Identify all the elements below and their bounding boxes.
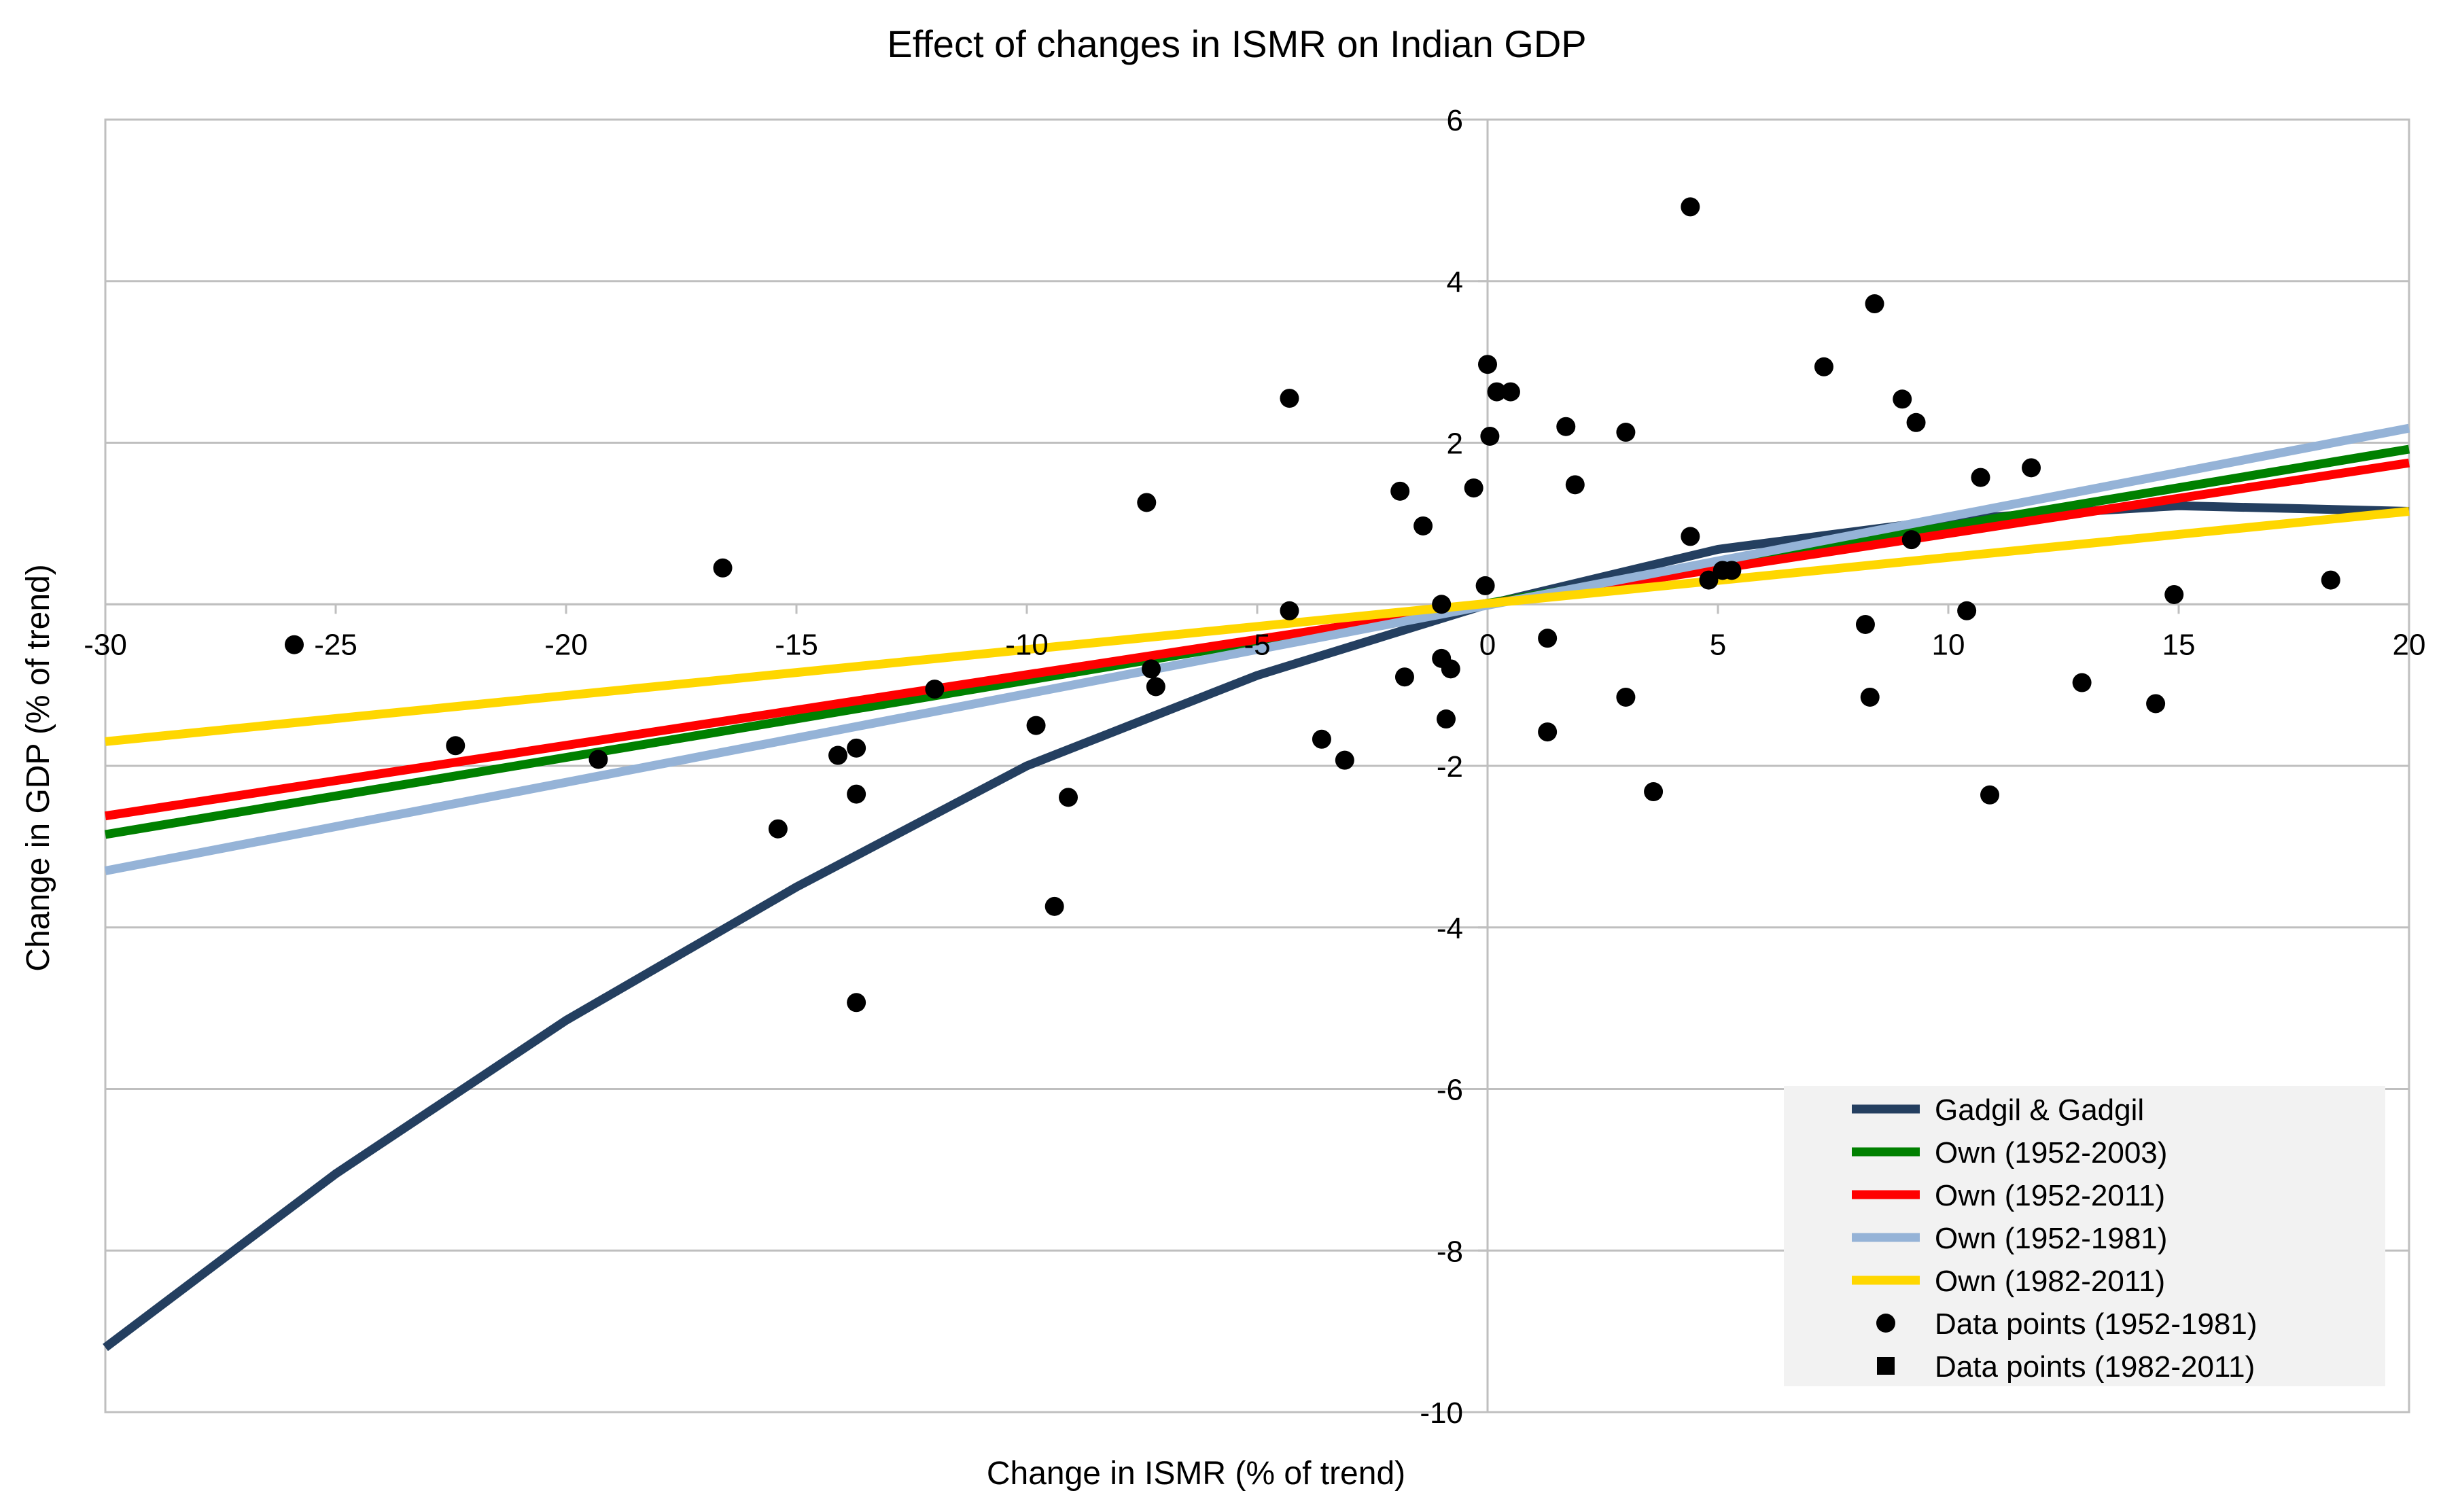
- series-line: [105, 507, 2410, 746]
- data-point: [1865, 294, 1884, 314]
- data-point: [1699, 570, 1719, 590]
- data-point: [1394, 667, 1414, 687]
- legend-label: Data points (1982-2011): [1935, 1350, 2255, 1384]
- data-point: [284, 635, 304, 654]
- x-tick-label: -5: [1244, 628, 1270, 661]
- data-point: [1044, 896, 1064, 916]
- legend-label: Data points (1952-1981): [1935, 1307, 2258, 1341]
- data-point: [1487, 382, 1507, 402]
- data-point: [1390, 481, 1410, 501]
- data-point: [847, 738, 866, 758]
- data-point: [1971, 468, 1990, 487]
- x-tick-label: -10: [1005, 628, 1049, 661]
- data-point: [713, 558, 733, 578]
- data-point: [1565, 475, 1585, 495]
- axes-layer: [104, 118, 2410, 1413]
- y-axis-label: Change in GDP (% of trend): [20, 564, 56, 971]
- legend-label: Own (1982-2011): [1935, 1265, 2165, 1298]
- x-tick-label: -30: [84, 628, 127, 661]
- data-point: [1957, 601, 1977, 620]
- legend-marker: [1877, 1357, 1895, 1375]
- x-axis-label: Change in ISMR (% of trend): [987, 1456, 1405, 1492]
- y-tick-label: 4: [1447, 266, 1463, 299]
- data-point: [1500, 382, 1520, 402]
- data-point: [1432, 595, 1452, 614]
- legend-marker: [1876, 1314, 1895, 1333]
- data-point: [2146, 694, 2166, 714]
- tick-labels: -30 -25 -20 -15 -10 -5 0 5 10 15 20 -10 -8 -6 -4 -2 2 4 6: [84, 104, 2425, 1430]
- data-point: [1280, 601, 1299, 620]
- data-point: [446, 736, 466, 756]
- data-point: [1413, 516, 1433, 535]
- data-point: [1335, 750, 1354, 770]
- y-tick-label: -4: [1437, 912, 1463, 945]
- data-point: [1556, 417, 1576, 436]
- points-layer: [284, 197, 2340, 1013]
- data-point: [1616, 423, 1636, 442]
- data-point: [2072, 673, 2092, 692]
- data-point: [1893, 389, 1912, 409]
- data-point: [1142, 659, 1161, 679]
- x-tick-label: -15: [775, 628, 818, 661]
- data-point: [2022, 458, 2041, 478]
- data-point: [1814, 357, 1833, 376]
- x-tick-label: -25: [314, 628, 357, 661]
- data-point: [1280, 389, 1299, 408]
- series-line: [104, 423, 2410, 875]
- data-point: [1436, 709, 1456, 729]
- data-point: [925, 680, 945, 699]
- legend-label: Own (1952-2011): [1935, 1179, 2165, 1212]
- x-tick-label: -20: [544, 628, 588, 661]
- data-point: [1059, 788, 1078, 807]
- data-point: [1681, 197, 1700, 217]
- data-point: [1480, 426, 1500, 446]
- data-point: [1644, 782, 1664, 802]
- data-point: [1146, 677, 1165, 697]
- data-point: [2164, 584, 2184, 604]
- chart-title: Effect of changes in ISMR on Indian GDP: [887, 22, 1586, 65]
- legend-label: Own (1952-1981): [1935, 1222, 2167, 1255]
- data-point: [1681, 527, 1700, 546]
- y-tick-label: -10: [1420, 1396, 1463, 1430]
- data-point: [1616, 687, 1636, 707]
- data-point: [1901, 530, 1921, 550]
- data-point: [1860, 687, 1880, 707]
- x-tick-label: 5: [1710, 628, 1726, 661]
- data-point: [828, 745, 848, 765]
- data-point: [1464, 478, 1483, 498]
- x-tick-label: 0: [1479, 628, 1496, 661]
- data-point: [1478, 355, 1497, 374]
- data-point: [1538, 629, 1558, 648]
- data-point: [1026, 716, 1046, 735]
- data-point: [1137, 493, 1157, 512]
- legend: Gadgil & Gadgil Own (1952-2003) Own (1952-…: [1784, 1086, 2385, 1386]
- legend-label: Own (1952-2003): [1935, 1136, 2167, 1170]
- data-point: [1906, 412, 1926, 432]
- y-tick-label: -2: [1437, 750, 1463, 784]
- y-tick-label: -6: [1437, 1074, 1463, 1107]
- data-point: [2321, 570, 2340, 590]
- data-point: [847, 784, 866, 804]
- legend-label: Gadgil & Gadgil: [1935, 1093, 2144, 1127]
- x-tick-label: 10: [1932, 628, 1965, 661]
- data-point: [768, 819, 788, 839]
- lines-layer: [103, 423, 2410, 1352]
- data-point: [847, 993, 866, 1013]
- data-point: [1980, 785, 2000, 805]
- x-tick-label: 15: [2162, 628, 2196, 661]
- y-tick-label: 6: [1447, 104, 1463, 137]
- y-tick-label: 2: [1447, 427, 1463, 461]
- data-point: [1475, 576, 1495, 595]
- data-point: [1538, 722, 1558, 742]
- data-point: [1855, 614, 1875, 634]
- data-point: [1312, 729, 1331, 749]
- y-tick-label: -8: [1437, 1235, 1463, 1268]
- data-point: [1441, 659, 1460, 679]
- data-point: [589, 750, 608, 769]
- x-tick-label: 20: [2393, 628, 2426, 661]
- data-point: [1722, 561, 1742, 580]
- series-line: [105, 458, 2410, 821]
